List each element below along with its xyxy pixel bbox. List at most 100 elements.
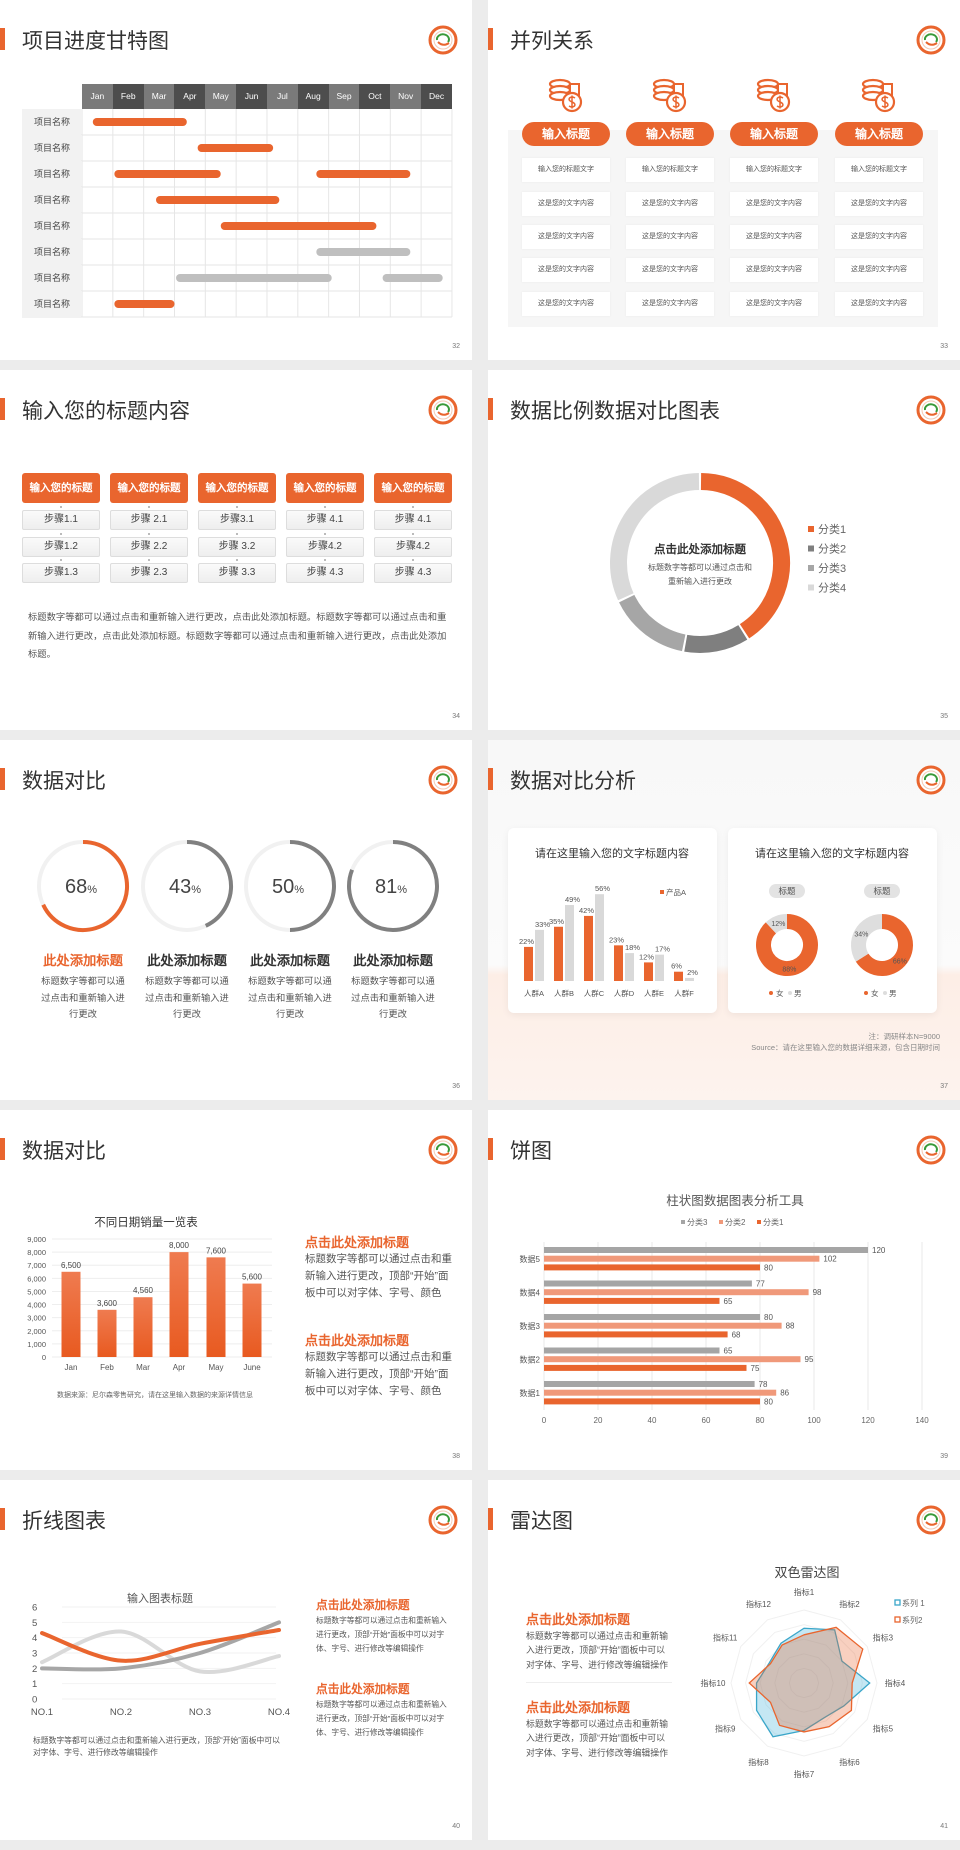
step-box: 步骤1.1 [22,510,100,530]
bar [544,1381,755,1387]
month-header: Nov [390,84,422,109]
axis-label: 指标5 [873,1724,894,1734]
bar-value-label: 18% [625,943,640,952]
step-header: 输入您的标题 [198,473,276,503]
logo-mark [435,33,450,43]
y-tick-label: 2 [32,1664,37,1675]
step-header: 输入您的标题 [110,473,188,503]
gantt-bar [114,300,175,308]
bar [544,1264,760,1271]
y-tick-label: 0 [32,1695,37,1706]
connector-dot [324,533,326,535]
logo-inner-ring [433,30,453,50]
text-cell: 这是您的文字内容 [835,192,923,216]
x-tick-label: 100 [807,1416,821,1425]
item-title: 此处添加标题 [250,953,330,968]
legend-label: 产品A [666,887,686,897]
gantt-grid [22,109,453,318]
title-pill-button[interactable]: 输入标题 [626,122,714,146]
item-title: 此处添加标题 [43,953,123,968]
radar-grid-ring [774,1653,834,1713]
logo-mark [435,1513,450,1523]
text-cell: 这是您的文字内容 [626,192,714,216]
axis-label: 指标7 [794,1769,815,1779]
dollar-sign [776,95,784,109]
bar-value-label: 33% [535,920,550,929]
page-number: 40 [452,1823,460,1830]
month-header: Mar [143,84,175,109]
ring-progress [289,840,336,932]
slide-donut: 数据比例数据对比图表 35 分类1 分类2 分类3 分类4 点击此处添加标题 标题数字等都可以… [488,370,960,730]
page-number: 41 [940,1823,948,1830]
donut-chart: 分类1 分类2 分类3 分类4 点击此处添加标题标题数字等都可以通过点击和重新输入进行更… [610,473,846,653]
logo-inner-ring [921,770,941,790]
bar [625,953,634,981]
bar-value-label: 5,600 [242,1273,263,1282]
title-pill-button[interactable]: 输入标题 [522,122,610,146]
legend-dot-female [769,991,773,995]
bar-value-label: 120 [872,1246,886,1255]
y-tick-label: 7,000 [27,1261,46,1270]
female-segment [855,914,913,976]
bar-value-label: 86 [780,1389,789,1398]
donut-segment [700,473,790,639]
logo [428,1135,458,1165]
title-pill-button[interactable]: 输入标题 [835,122,923,146]
block-text: 标题数字等都可以通过点击和重新输入进行更改，顶部“开始”面板中可以对字体、字号、… [526,1719,668,1758]
text-cell: 这是您的文字内容 [730,192,818,216]
bar-value-label: 65 [724,1297,733,1306]
legend-swatch [808,565,814,571]
page-number: 33 [940,343,948,350]
slide-comparison-analysis: 数据对比分析 37 请在这里输入您的文字标题内容 22% 33% 人群A 35% 49% 人群B… [488,740,960,1100]
x-tick-label: Apr [173,1363,186,1372]
row-label: 项目名称 [22,239,82,264]
logo [428,395,458,425]
month-header: Apr [174,84,206,109]
logo-inner-ring [433,400,453,420]
x-tick-label: 0 [542,1416,547,1425]
logo-inner-ring [921,1510,941,1530]
legend-swatch [757,1220,761,1224]
chart-title: 输入图表标题 [127,1591,193,1605]
radar-series-area [755,1627,871,1738]
axis-label: 指标9 [715,1724,736,1734]
connector-dot [148,533,150,535]
title-accent-bar [488,1508,493,1530]
step-box: 步骤 2.2 [110,537,188,557]
logo-mark-accent [925,781,938,786]
x-tick-label: NO.3 [189,1707,211,1718]
ring-value-number: 81 [375,876,397,898]
bar [544,1398,760,1405]
bar-value-label: 22% [519,937,534,946]
logo-mark [435,1143,450,1153]
axis-label: 指标4 [885,1678,906,1688]
bar-value-label: 17% [655,945,670,954]
slide-horizontal-bar-chart: 饼图 39 柱状图数据图表分析工具 分类3 分类2 分类1 0 20 40 60 80 100 120 1… [488,1110,960,1470]
step-box: 步骤3.1 [198,510,276,530]
page-number: 35 [940,713,948,720]
item-text: 标题数字等都可以通过点击和重新输入进行更改 [248,976,332,1019]
dollar-sign [568,95,576,109]
x-tick-label: NO.2 [110,1707,132,1718]
male-percent: 34% [854,932,868,939]
month-header: Feb [112,84,144,109]
bar [544,1364,747,1371]
legend-label: 分类2 [818,542,846,556]
bar-value-label: 8,000 [169,1241,190,1250]
x-tick-label: 20 [594,1416,603,1425]
bar-value-label: 88 [786,1322,795,1331]
y-tick-label: 9,000 [27,1235,46,1244]
bar-value-label: 75 [751,1364,760,1373]
row-label: 项目名称 [22,265,82,290]
bar [554,926,563,981]
dollar-sign [672,95,680,109]
center-title: 点击此处添加标题 [654,542,746,556]
title-pill-button[interactable]: 输入标题 [730,122,818,146]
x-tick-label: Jan [65,1363,78,1372]
legend-dot-male [788,991,792,995]
legend-label: 系列2 [902,1615,923,1625]
block-title: 点击此处添加标题 [526,1700,631,1715]
row-label: 项目名称 [22,109,82,134]
category-label: 人群A [524,988,544,998]
